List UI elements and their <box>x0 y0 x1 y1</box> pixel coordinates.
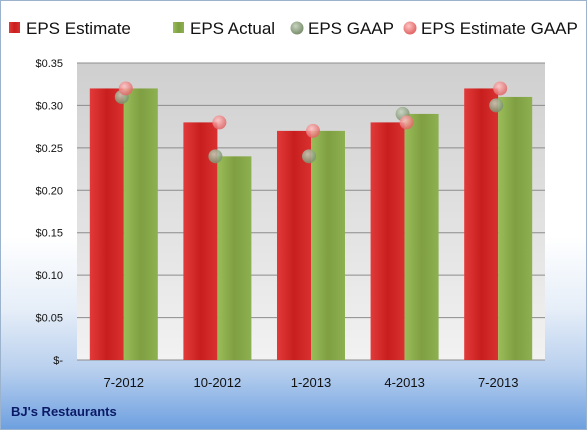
y-tick-label: $0.35 <box>35 58 63 70</box>
marker-eps-estimate-gaap <box>118 81 133 96</box>
bar-eps-estimate <box>89 88 124 360</box>
y-tick-label: $0.05 <box>35 313 63 325</box>
y-tick-label: $0.25 <box>35 143 63 155</box>
bar-eps-estimate <box>277 130 311 360</box>
legend-item: EPS Estimate <box>9 19 131 38</box>
bar-eps-actual <box>311 130 345 360</box>
bar-eps-estimate <box>464 88 499 360</box>
legend-swatch <box>173 22 184 33</box>
company-name: BJ's Restaurants <box>11 404 117 419</box>
y-axis-ticks: $- $0.05 $0.10 $0.15 $0.20 $0.25 $0.30 $0.35 <box>35 58 63 367</box>
y-tick-label: $0.20 <box>35 185 63 197</box>
legend-item: EPS GAAP <box>290 19 394 38</box>
legend-swatch <box>403 21 417 35</box>
x-tick-label: 1-2013 <box>291 375 331 390</box>
bar-eps-actual <box>498 96 533 360</box>
legend: EPS Estimate EPS Actual EPS GAAP EPS Estima… <box>9 19 578 38</box>
bars <box>89 88 533 361</box>
bar-eps-actual <box>217 156 252 360</box>
legend-label: EPS Estimate GAAP <box>421 19 578 38</box>
y-tick-label: $0.10 <box>35 270 63 282</box>
marker-eps-gaap <box>302 149 316 164</box>
legend-label: EPS GAAP <box>308 19 394 38</box>
x-tick-label: 7-2013 <box>478 375 518 390</box>
legend-swatch <box>290 21 304 35</box>
legend-swatch <box>9 22 20 33</box>
markers <box>114 81 508 164</box>
marker-eps-estimate-gaap <box>399 115 414 130</box>
x-axis-labels: 7-2012 10-2012 1-2013 4-2013 7-2013 <box>104 375 519 390</box>
marker-eps-estimate-gaap <box>212 115 227 130</box>
x-tick-label: 7-2012 <box>104 375 144 390</box>
marker-eps-gaap <box>489 98 504 113</box>
marker-eps-estimate-gaap <box>306 123 320 138</box>
bar-eps-actual <box>123 88 158 360</box>
marker-eps-gaap <box>208 149 223 164</box>
bar-eps-estimate <box>370 122 405 361</box>
legend-item: EPS Estimate GAAP <box>403 19 578 38</box>
y-tick-label: $- <box>53 355 63 367</box>
x-tick-label: 10-2012 <box>194 375 242 390</box>
bar-eps-actual <box>404 113 439 361</box>
legend-item: EPS Actual <box>173 19 275 38</box>
y-tick-label: $0.15 <box>35 228 63 240</box>
marker-eps-estimate-gaap <box>493 81 508 96</box>
legend-label: EPS Actual <box>190 19 275 38</box>
y-tick-label: $0.30 <box>35 100 63 112</box>
x-tick-label: 4-2013 <box>384 375 424 390</box>
legend-label: EPS Estimate <box>26 19 131 38</box>
